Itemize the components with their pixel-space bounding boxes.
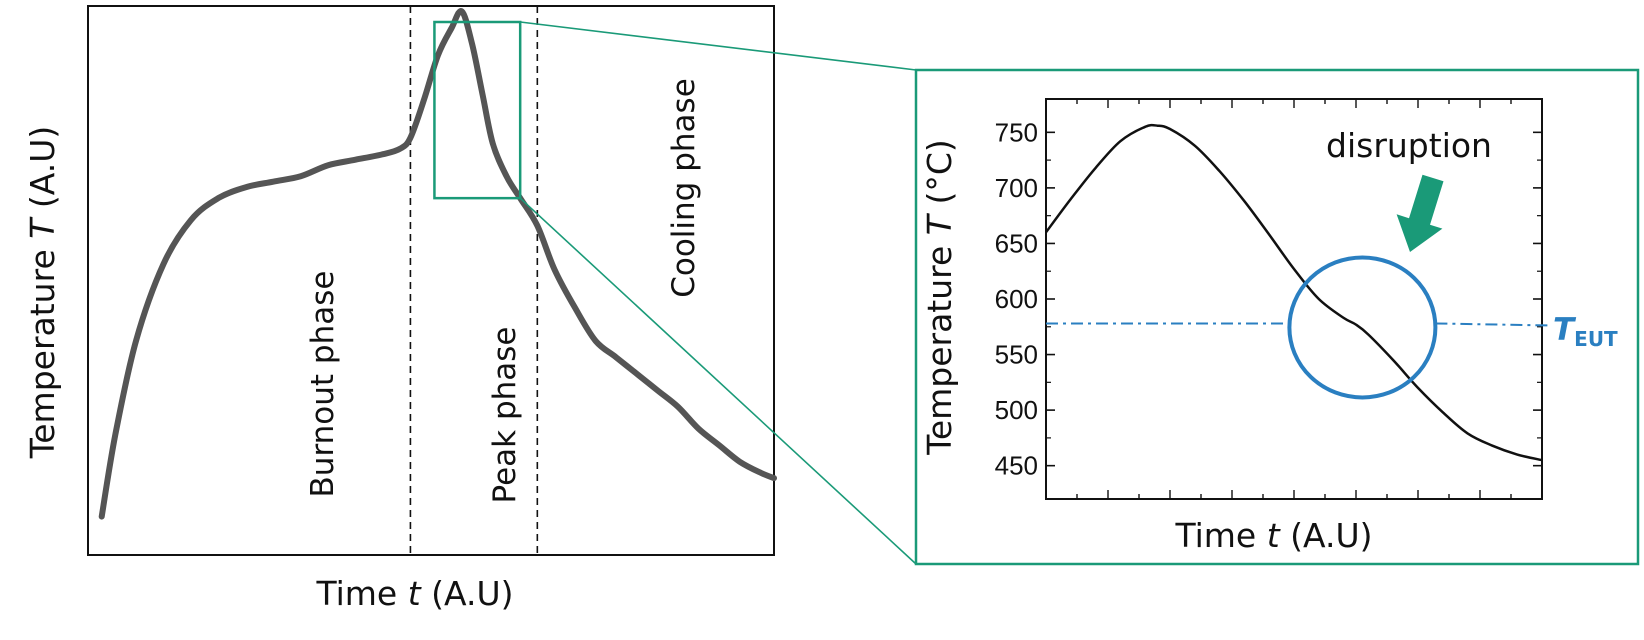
connector-top xyxy=(520,21,917,71)
zoom-axis-ticks: 450 500 550 600 650 700 750 xyxy=(995,99,1542,499)
zoom-x-axis-label: Time t (A.U) xyxy=(1174,516,1372,555)
zoom-chart: 450 500 550 600 650 700 750 disruption TEUT Ti… xyxy=(914,68,1640,566)
overview-chart: Burnout phase Peak phase Cooling phase T… xyxy=(23,5,777,613)
phase-label-peak: Peak phase xyxy=(487,326,523,503)
y-tick-label: 550 xyxy=(995,340,1038,370)
y-tick-label: 600 xyxy=(995,284,1038,314)
y-tick-label: 700 xyxy=(995,173,1038,203)
disruption-circle xyxy=(1287,255,1438,400)
phase-label-burnout: Burnout phase xyxy=(305,271,341,498)
phase-boundaries xyxy=(409,6,539,555)
zoom-y-axis-label: Temperature T (°C) xyxy=(920,139,959,455)
teut-reference-line-outer xyxy=(1435,322,1549,327)
phase-label-cooling: Cooling phase xyxy=(666,78,702,298)
overview-y-axis-label: Temperature T (A.U) xyxy=(23,126,62,460)
teut-label: TEUT xyxy=(1553,312,1618,351)
zoom-connector-lines xyxy=(519,21,917,565)
disruption-annotation: disruption xyxy=(1326,126,1492,165)
zoom-region-box xyxy=(433,20,522,200)
y-tick-label: 500 xyxy=(995,395,1038,425)
overview-x-axis-label: Time t (A.U) xyxy=(315,574,513,613)
overview-plot-frame xyxy=(87,5,775,556)
y-tick-label: 450 xyxy=(995,451,1038,481)
y-tick-label: 650 xyxy=(995,228,1038,258)
connector-bottom xyxy=(519,197,917,565)
temperature-curve-zoom xyxy=(1044,123,1543,462)
temperature-curve-overview xyxy=(98,8,777,520)
disruption-arrow-icon xyxy=(1396,174,1444,252)
y-tick-label: 750 xyxy=(995,117,1038,147)
zoom-panel-frame xyxy=(914,68,1640,566)
